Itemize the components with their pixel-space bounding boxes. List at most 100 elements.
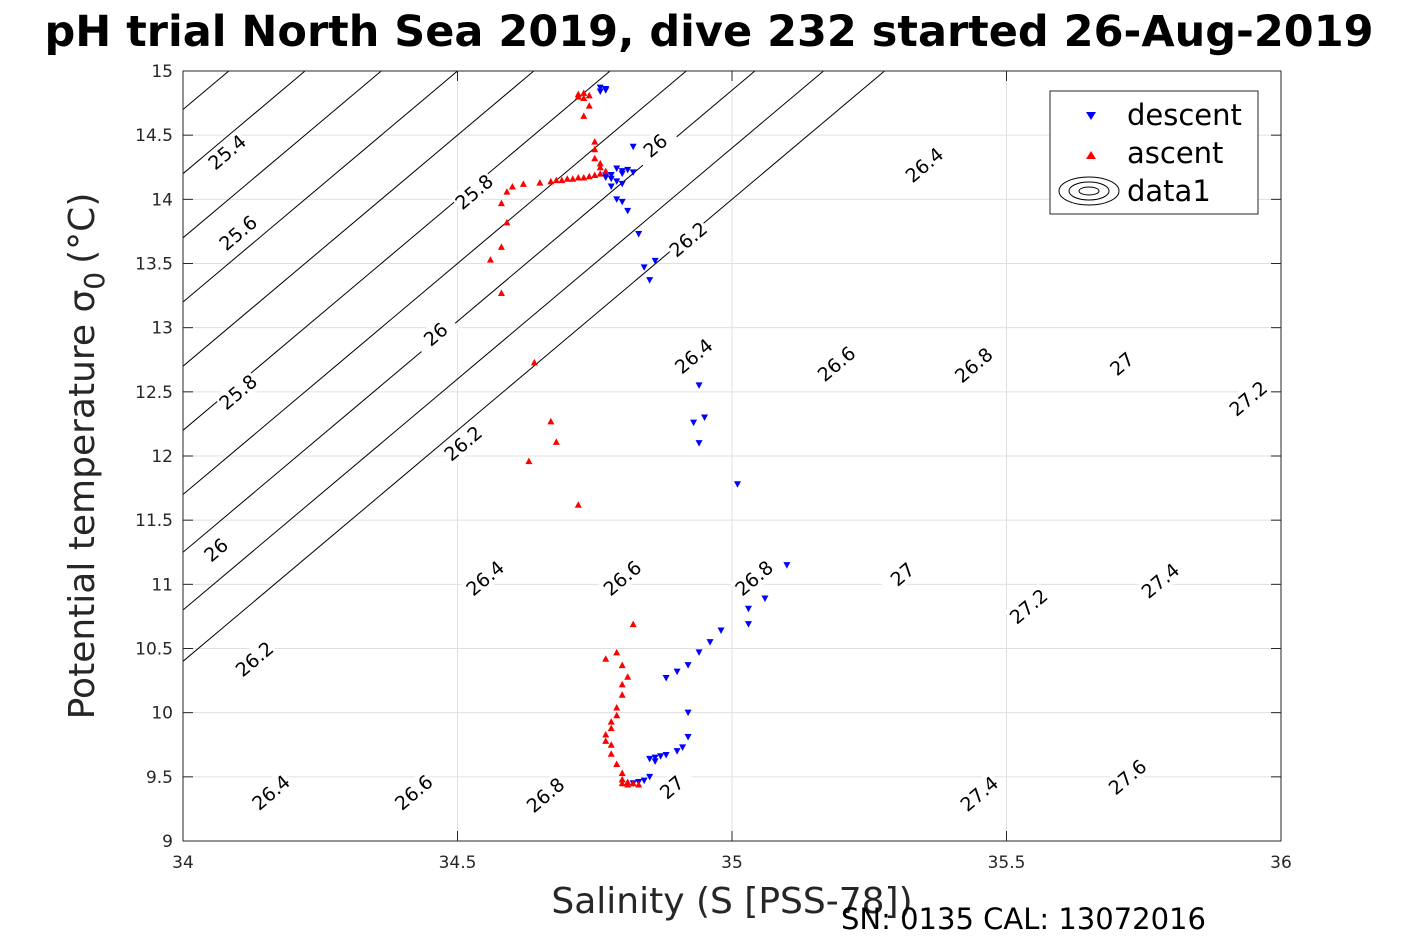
descent-series [596, 84, 791, 787]
ascent-point-21 [552, 176, 560, 184]
legend: descent ascent data1 [1049, 90, 1259, 215]
legend-box [1049, 90, 1259, 215]
ascent-point-40 [618, 661, 626, 669]
isopycnal-label-bg-6 [411, 311, 460, 357]
isopycnal-label-bg-11 [1224, 375, 1272, 421]
ascent-point-7 [591, 138, 599, 145]
x-tick-label-4: 36 [1270, 853, 1292, 873]
ascent-point-5 [585, 102, 593, 109]
ascent-point-49 [602, 737, 610, 744]
isopycnal-line-8 [183, 71, 306, 175]
ascent-point-37 [629, 620, 637, 628]
ascent-point-20 [558, 176, 566, 184]
y-tick-label-3: 10.5 [135, 640, 173, 660]
descent-point-49 [640, 777, 648, 785]
descent-point-10 [607, 171, 615, 179]
isopycnal-label-bg-25 [647, 764, 696, 810]
x-axis-ticks: 34 34.5 35 35.5 36 [172, 71, 1292, 873]
ascent-point-58 [618, 779, 626, 787]
isopycnal-line-1 [183, 71, 825, 611]
isopycnal-line-4 [183, 71, 611, 431]
ascent-point-33 [547, 417, 555, 425]
isopycnal-label-bg-20 [1136, 557, 1185, 604]
x-tick-label-1: 34.5 [439, 853, 477, 873]
descent-point-9 [618, 170, 626, 178]
ascent-point-6 [580, 112, 588, 119]
descent-point-19 [624, 207, 632, 215]
ascent-point-43 [618, 691, 626, 698]
descent-point-20 [635, 230, 643, 238]
ascent-point-39 [613, 648, 621, 656]
ascent-point-44 [613, 704, 621, 711]
ascent-point-29 [497, 243, 505, 250]
footer-serial-calibration: SN: 0135 CAL: 13072016 [841, 902, 1206, 936]
descent-point-18 [618, 198, 626, 206]
isopycnal-label-bg-1 [450, 169, 498, 215]
isopycnal-label-bg-13 [439, 420, 487, 466]
descent-point-2 [596, 88, 604, 96]
descent-point-40 [684, 734, 692, 741]
y-axis-label: Potential temperature σ0 (°C) [62, 193, 111, 720]
isopycnal-label-bg-2 [631, 122, 680, 169]
descent-point-41 [679, 744, 687, 751]
ascent-point-26 [503, 188, 511, 195]
ascent-point-47 [607, 724, 615, 732]
descent-point-32 [744, 621, 752, 628]
descent-point-16 [607, 183, 615, 190]
descent-point-38 [662, 675, 670, 682]
isopycnal-label-bg-9 [949, 342, 998, 388]
isopycnal-label-bg-3 [900, 142, 949, 188]
isopycnal-label-bg-12 [213, 369, 262, 415]
ascent-point-23 [536, 179, 544, 186]
isopycnal-label-bg-0 [203, 129, 251, 175]
y-tick-label-1: 9.5 [146, 768, 173, 788]
ascent-point-16 [580, 174, 588, 181]
chart-title: pH trial North Sea 2019, dive 232 starte… [44, 7, 1373, 57]
descent-point-25 [701, 414, 709, 421]
x-tick-label-2: 35 [721, 853, 743, 873]
ascent-point-13 [596, 170, 604, 177]
descent-point-13 [613, 178, 621, 185]
y-axis-ticks: 9 9.5 10 10.5 11 11.5 12 12.5 13 13.5 14 14.5 15 [135, 62, 1281, 852]
descent-point-45 [651, 754, 659, 762]
ascent-point-45 [613, 711, 621, 719]
descent-point-34 [706, 639, 714, 646]
ascent-point-30 [486, 256, 494, 263]
descent-point-43 [662, 752, 670, 759]
y-tick-label-12: 15 [151, 62, 173, 82]
descent-point-14 [618, 180, 626, 188]
descent-point-33 [717, 627, 725, 635]
isopycnal-label-bg-4 [213, 210, 262, 256]
legend-ascent-marker [1086, 151, 1096, 159]
descent-point-26 [690, 419, 698, 427]
descent-point-8 [629, 169, 637, 176]
descent-point-42 [673, 748, 681, 755]
legend-contour-ring-middle [1068, 181, 1110, 201]
ascent-point-57 [635, 781, 643, 788]
y-tick-label-0: 9 [162, 832, 173, 852]
isopycnal-label-bg-17 [730, 555, 778, 601]
isopycnal-label-bg-23 [389, 769, 438, 815]
ascent-point-1 [580, 89, 588, 96]
y-tick-label-4: 11 [151, 575, 173, 595]
ascent-point-46 [607, 718, 615, 725]
isopycnal-label-bg-19 [1004, 583, 1053, 629]
isopycnal-label-bg-18 [878, 551, 927, 597]
descent-point-28 [733, 481, 741, 488]
isopycnal-contours [18, 0, 1417, 662]
y-axis-label-subscript: 0 [78, 272, 111, 290]
ascent-point-28 [503, 218, 511, 226]
ascent-point-25 [508, 183, 516, 190]
ascent-point-31 [497, 289, 505, 297]
ascent-point-8 [591, 145, 599, 153]
isopycnal-line-13 [18, 0, 1417, 4]
descent-point-44 [657, 753, 665, 760]
y-axis-label-unit: (°C) [62, 193, 103, 264]
descent-point-7 [624, 166, 632, 174]
isopycnal-label-bg-26 [955, 770, 1003, 817]
ascent-point-11 [596, 163, 604, 171]
descent-point-5 [613, 165, 621, 173]
isopycnal-label-bg-16 [598, 555, 647, 601]
descent-point-29 [783, 562, 791, 569]
descent-point-39 [684, 709, 692, 717]
